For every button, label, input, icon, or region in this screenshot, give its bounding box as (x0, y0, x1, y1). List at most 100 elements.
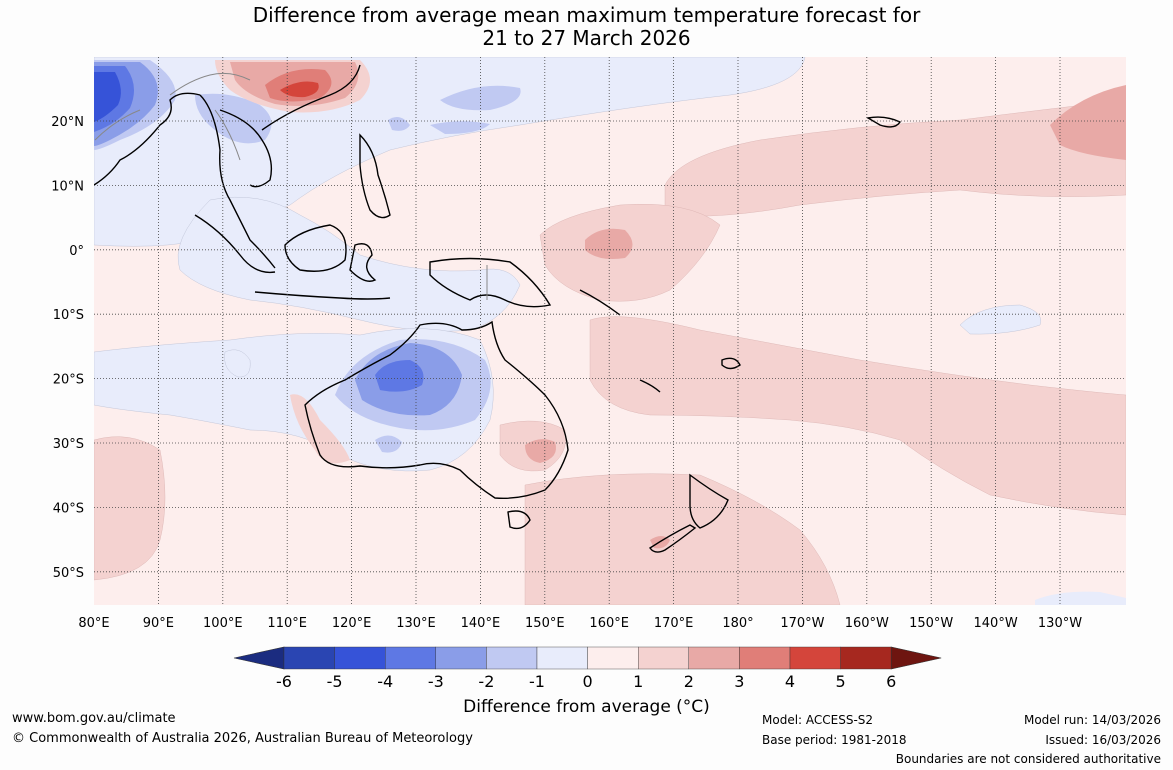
colorbar-swatch (739, 646, 791, 670)
coast-nz-north (689, 473, 729, 529)
cool-patch-west (224, 349, 251, 378)
lon-label: 140°W (974, 616, 1018, 631)
coast-borneo (284, 224, 347, 272)
colorbar-swatch (334, 646, 386, 670)
lon-label: 160°W (845, 616, 889, 631)
lon-label: 110°E (267, 616, 307, 631)
cool-area-maritime (177, 196, 521, 332)
colorbar-extend-max (890, 646, 942, 670)
lon-label: 140°E (461, 616, 501, 631)
lat-label: 10°N (51, 179, 84, 194)
coast-philippines (359, 133, 391, 219)
coast-china (261, 64, 361, 131)
lon-label: 170°W (780, 616, 824, 631)
footer-disclaimer: Boundaries are not considered authoritat… (895, 752, 1161, 766)
cool-patch-2 (430, 121, 490, 134)
colorbar-tick: -5 (327, 672, 343, 691)
warm-area-equator (539, 203, 721, 302)
colorbar-swatch (587, 646, 639, 670)
colorbar-swatch (789, 646, 841, 670)
cool-patch-4 (375, 435, 402, 453)
lon-label: 80°E (78, 616, 109, 631)
title-line-2: 21 to 27 March 2026 (482, 26, 691, 50)
lon-label: 100°E (203, 616, 243, 631)
footer-issued: Issued: 16/03/2026 (1045, 733, 1161, 747)
colorbar: -6 -5 -4 -3 -2 -1 0 1 2 3 4 5 6 (233, 646, 942, 691)
lon-label: 130°W (1038, 616, 1082, 631)
coast-malay-peninsula (199, 94, 276, 269)
colorbar-swatch (688, 646, 740, 670)
lat-label: 50°S (53, 566, 84, 581)
coast-australia (304, 320, 569, 500)
cool-patch-pacific (959, 304, 1041, 335)
warm-patch-east-australia (525, 439, 556, 463)
coast-fiji-1 (639, 379, 661, 393)
coast-new-guinea (429, 257, 552, 308)
footer-site: www.bom.gov.au/climate (12, 711, 176, 726)
coast-java (254, 291, 391, 300)
warm-area-sw-indian-ocean (94, 436, 166, 581)
title-line-1: Difference from average mean maximum tem… (252, 3, 921, 27)
colorbar-tick: 4 (785, 672, 795, 691)
colorbar-tick: 0 (583, 672, 593, 691)
colorbar-tick: -6 (276, 672, 292, 691)
border-2 (214, 109, 241, 161)
lat-label: 20°N (51, 115, 84, 130)
warm-area-ne-pacific (1050, 85, 1126, 160)
lon-label: 120°E (332, 616, 372, 631)
cool-area-indochina (195, 93, 272, 144)
coast-hawaii (865, 116, 902, 128)
colorbar-swatch (840, 646, 892, 670)
cool-patch-philippine-sea (440, 85, 521, 111)
lat-label: 40°S (53, 501, 84, 516)
colorbar-tick: -4 (377, 672, 393, 691)
colorbar-tick: -2 (478, 672, 494, 691)
warm-patch-equator (585, 228, 633, 259)
lat-label: 30°S (53, 437, 84, 452)
lon-label: 90°E (143, 616, 174, 631)
anomaly-field (94, 57, 1126, 605)
lon-label: 170°E (654, 616, 694, 631)
colorbar-swatch (385, 646, 437, 670)
coast-tasmania (507, 510, 531, 530)
lon-label: 150°E (525, 616, 565, 631)
warm-patch-wa (290, 394, 350, 464)
warm-peak-china (280, 81, 319, 98)
colorbar-tick: 6 (886, 672, 896, 691)
cool-patch-3 (388, 116, 410, 131)
colorbar-title: Difference from average (°C) (463, 697, 710, 717)
lat-label: 10°S (53, 308, 84, 323)
lon-label: 160°E (589, 616, 629, 631)
latitude-labels: 20°N 10°N 0° 10°S 20°S 30°S 40°S 50°S (51, 115, 84, 581)
footer-model: Model: ACCESS-S2 (762, 713, 874, 727)
footer-model-run: Model run: 14/03/2026 (1023, 713, 1161, 727)
coast-fiji-2 (721, 357, 741, 370)
colorbar-tick: -1 (529, 672, 545, 691)
colorbar-tick: 5 (836, 672, 846, 691)
coast-solomons (579, 289, 621, 316)
lat-label: 20°S (53, 373, 84, 388)
coast-nz-south (649, 524, 697, 553)
gridlines (94, 57, 1126, 605)
footer-copyright: © Commonwealth of Australia 2026, Austra… (12, 731, 473, 746)
colorbar-swatch (536, 646, 588, 670)
longitude-labels: 80°E 90°E 100°E 110°E 120°E 130°E 140°E 150°E 16… (78, 616, 1082, 631)
coast-sulawesi (349, 243, 377, 282)
warm-band-central-pacific (664, 99, 1126, 217)
coast-sumatra (194, 214, 276, 274)
colorbar-swatch (486, 646, 538, 670)
lon-label: 130°E (396, 616, 436, 631)
footer-base-period: Base period: 1981-2018 (762, 733, 907, 747)
colorbar-tick: 1 (633, 672, 643, 691)
lat-label: 0° (69, 244, 84, 259)
colorbar-tick: 3 (734, 672, 744, 691)
colorbar-tick: 2 (684, 672, 694, 691)
colorbar-swatch (283, 646, 335, 670)
map-title: Difference from average mean maximum tem… (0, 4, 1173, 50)
lon-label: 150°W (909, 616, 953, 631)
colorbar-tick: -3 (428, 672, 444, 691)
cool-patch-south (1035, 591, 1126, 605)
warm-area-tasman (524, 473, 841, 605)
cool-peak-india (94, 72, 121, 122)
